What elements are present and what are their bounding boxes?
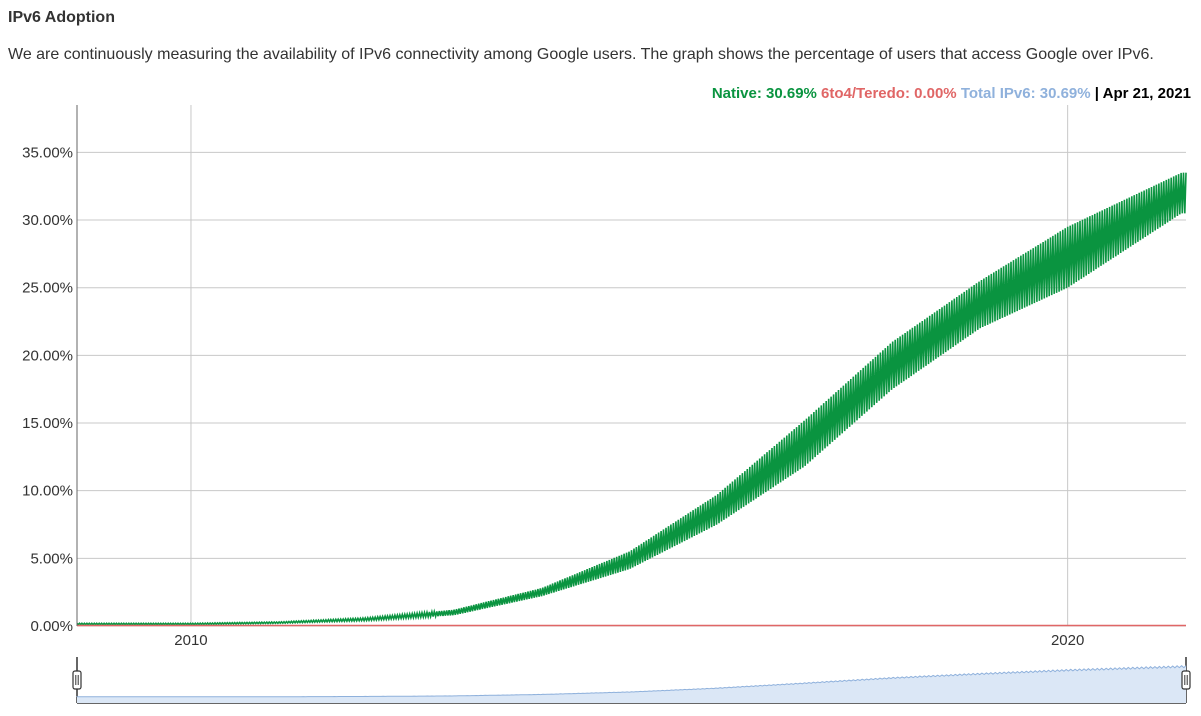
y-tick-label: 15.00% <box>22 415 73 432</box>
chart-legend: Native: 30.69% 6to4/Teredo: 0.00% Total … <box>712 85 1191 102</box>
x-tick-label: 2010 <box>174 632 207 649</box>
page-title: IPv6 Adoption <box>8 9 115 26</box>
navigator-area <box>77 665 1186 703</box>
y-tick-label: 5.00% <box>30 550 73 567</box>
legend-total: Total IPv6: 30.69% <box>960 85 1091 102</box>
y-tick-label: 25.00% <box>22 280 73 297</box>
y-tick-label: 30.00% <box>22 212 73 229</box>
chart-axes: 0.00% 5.00% 10.00% 15.00% 20.00% 25.00% 30.00%… <box>22 105 1084 649</box>
y-tick-label: 20.00% <box>22 347 73 364</box>
page-description: We are continuously measuring the availa… <box>8 46 1154 63</box>
x-tick-label: 2020 <box>1051 632 1084 649</box>
legend-date: Apr 21, 2021 <box>1102 85 1191 102</box>
navigator-left-handle[interactable] <box>72 670 82 690</box>
legend-separator: | <box>1094 85 1099 102</box>
range-navigator[interactable] <box>72 657 1191 704</box>
chart-series <box>76 172 1187 627</box>
navigator-right-handle[interactable] <box>1181 670 1191 690</box>
series-native-line <box>76 172 1187 626</box>
legend-teredo: 6to4/Teredo: 0.00% <box>821 85 957 102</box>
legend-native: Native: 30.69% <box>711 85 817 102</box>
y-tick-label: 35.00% <box>22 144 73 161</box>
navigator-line <box>76 665 1187 698</box>
y-tick-label: 0.00% <box>30 618 73 635</box>
y-tick-label: 10.00% <box>22 483 73 500</box>
